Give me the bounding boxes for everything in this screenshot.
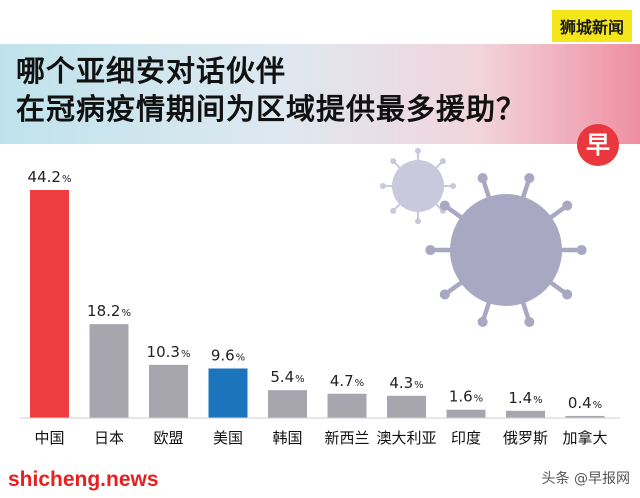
category-label-10: 加拿大 <box>562 429 607 447</box>
title-line-1: 哪个亚细安对话伙伴 <box>16 54 287 88</box>
category-label-7: 澳大利亚 <box>376 429 436 447</box>
category-label-2: 日本 <box>94 429 124 447</box>
footer-site: shicheng.news <box>8 468 159 491</box>
category-label-3: 欧盟 <box>153 429 183 447</box>
footer-credit: 头条 @早报网 <box>541 471 630 487</box>
category-label-4: 美国 <box>213 429 243 447</box>
bar-6 <box>327 393 367 418</box>
brand-label: 狮城新闻 <box>551 10 632 42</box>
title-line-2: 在冠病疫情期间为区域提供最多援助？ <box>16 92 527 126</box>
bar-5 <box>268 390 307 418</box>
virus-illustration <box>379 147 587 327</box>
value-label-4: 9.6% <box>211 346 245 364</box>
value-label-2: 18.2% <box>87 302 131 320</box>
bar-8 <box>446 409 486 418</box>
bar-2 <box>89 324 129 418</box>
page-title: 哪个亚细安对话伙伴 在冠病疫情期间为区域提供最多援助？ <box>16 52 526 128</box>
virus-small-icon <box>379 147 457 225</box>
virus-large-icon <box>425 173 587 327</box>
title-banner <box>0 44 640 144</box>
category-label-1: 中国 <box>34 429 64 447</box>
value-label-3: 10.3% <box>147 343 191 361</box>
bar-3 <box>149 364 188 418</box>
bar-7 <box>387 395 426 418</box>
bar-1 <box>30 190 69 418</box>
bar-9 <box>506 410 545 418</box>
bars-group: 44.2% 中国 18.2% 日本 10.3% 欧盟 9.6% 美国 5.4% 韩国 4.7% 新西兰… <box>28 168 608 447</box>
category-label-9: 俄罗斯 <box>503 429 548 447</box>
bar-4 <box>208 368 248 418</box>
category-label-5: 韩国 <box>272 429 302 447</box>
value-label-10: 0.4% <box>568 394 602 412</box>
footer: shicheng.news 头条 @早报网 <box>0 452 640 498</box>
value-label-6: 4.7% <box>330 372 364 390</box>
value-label-9: 1.4% <box>508 389 542 407</box>
value-label-1: 44.2% <box>28 168 72 186</box>
value-label-8: 1.6% <box>449 388 483 406</box>
bar-10 <box>565 415 605 418</box>
category-label-6: 新西兰 <box>324 429 369 447</box>
value-label-5: 5.4% <box>270 368 304 386</box>
category-label-8: 印度 <box>451 429 481 447</box>
value-label-7: 4.3% <box>389 374 423 392</box>
zaobao-badge-icon: 早 <box>577 124 619 166</box>
